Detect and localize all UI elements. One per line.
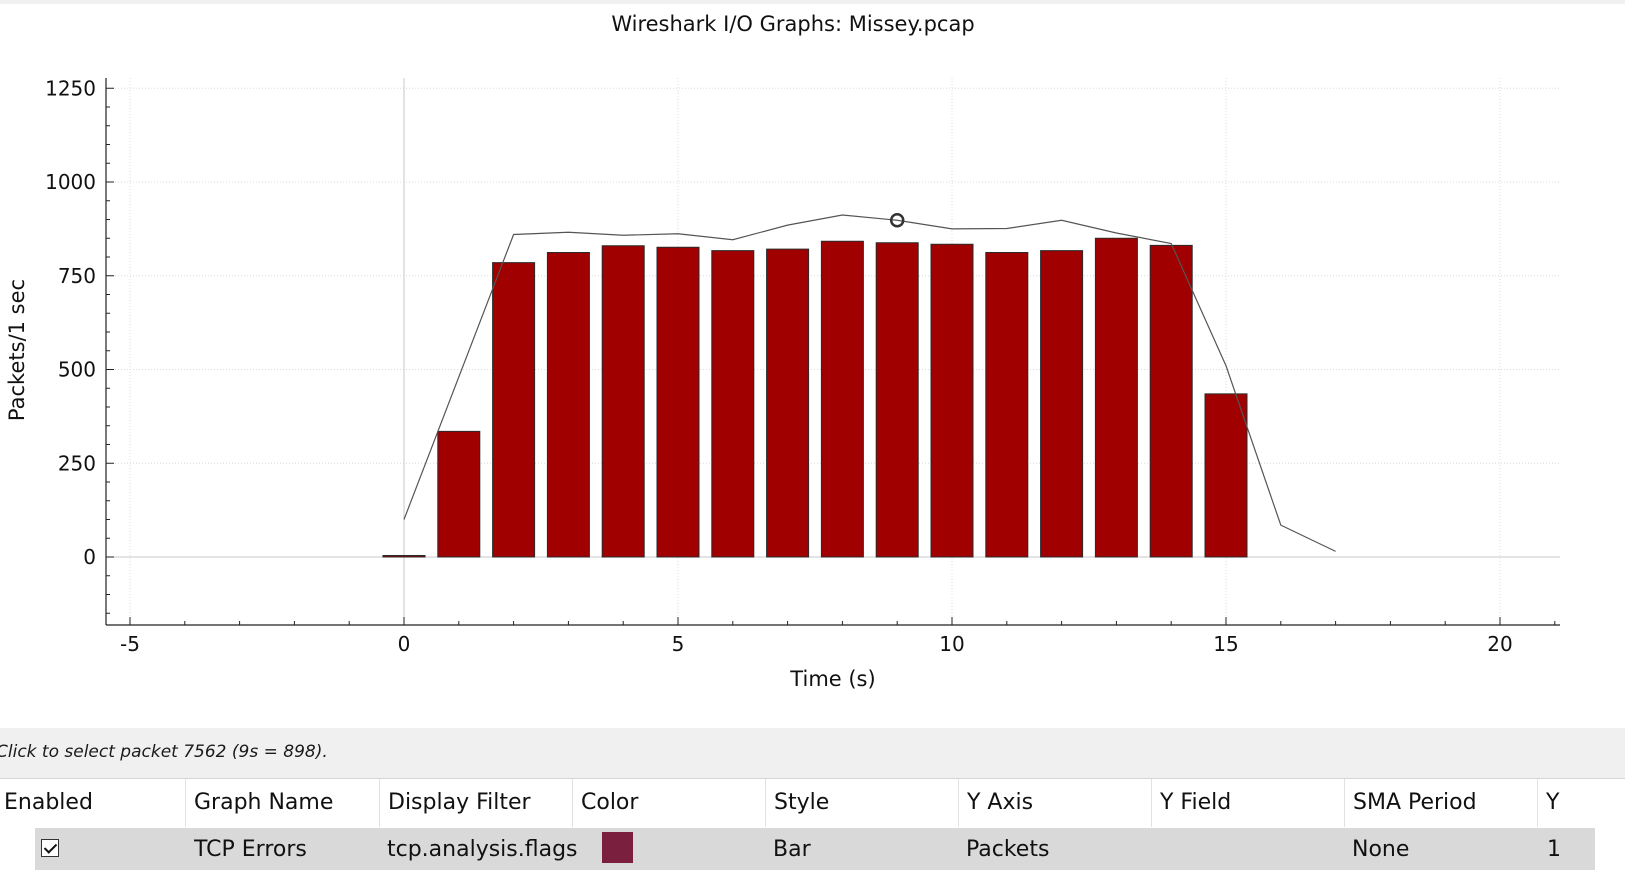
window-top-strip bbox=[0, 0, 1625, 4]
y-tick-label: 1250 bbox=[45, 76, 96, 100]
column-display-filter[interactable]: Display Filter bbox=[380, 779, 573, 827]
bar bbox=[766, 248, 810, 558]
y-tick-label: 0 bbox=[83, 545, 96, 569]
x-tick-label: -5 bbox=[120, 632, 140, 656]
x-tick-label: 10 bbox=[939, 632, 964, 656]
y-tick-label: 750 bbox=[58, 264, 96, 288]
status-text: Click to select packet 7562 (9s = 898). bbox=[0, 742, 328, 762]
sma-period-cell[interactable]: None bbox=[1352, 837, 1410, 862]
bar bbox=[875, 242, 919, 558]
table-header: Enabled Graph Name Display Filter Color … bbox=[0, 778, 1625, 827]
bar bbox=[820, 240, 864, 558]
y-tick-label: 250 bbox=[58, 451, 96, 475]
column-style[interactable]: Style bbox=[766, 779, 959, 827]
column-y-field[interactable]: Y Field bbox=[1152, 779, 1345, 827]
x-tick-label: 5 bbox=[672, 632, 685, 656]
selected-point-marker bbox=[889, 213, 905, 228]
bar bbox=[930, 243, 974, 558]
enabled-checkbox[interactable] bbox=[41, 839, 59, 857]
x-axis-label: Time (s) bbox=[789, 667, 875, 691]
bar bbox=[985, 252, 1029, 558]
column-graph-name[interactable]: Graph Name bbox=[186, 779, 380, 827]
column-y[interactable]: Y bbox=[1546, 790, 1560, 815]
io-graph-chart[interactable]: Wireshark I/O Graphs: Missey.pcap Packet… bbox=[0, 0, 1625, 728]
display-filter-cell[interactable]: tcp.analysis.flags bbox=[387, 837, 578, 862]
graph-table[interactable]: Enabled Graph Name Display Filter Color … bbox=[0, 778, 1625, 870]
x-tick-label: 20 bbox=[1487, 632, 1512, 656]
bar bbox=[1204, 393, 1248, 558]
x-tick-label: 0 bbox=[398, 632, 411, 656]
bar bbox=[1094, 237, 1138, 558]
y-tick-label: 1000 bbox=[45, 170, 96, 194]
bar bbox=[546, 252, 590, 558]
bar bbox=[656, 246, 700, 558]
x-tick-label: 15 bbox=[1213, 632, 1238, 656]
column-enabled[interactable]: Enabled bbox=[0, 779, 186, 827]
bar bbox=[601, 245, 645, 558]
bar bbox=[711, 250, 755, 558]
color-swatch[interactable] bbox=[602, 832, 633, 863]
bar bbox=[382, 555, 426, 558]
style-cell[interactable]: Bar bbox=[773, 837, 811, 862]
y-cell[interactable]: 1 bbox=[1547, 837, 1561, 862]
bar bbox=[1149, 244, 1193, 558]
line-series bbox=[403, 214, 1336, 552]
bar bbox=[492, 262, 536, 558]
column-y-axis[interactable]: Y Axis bbox=[959, 779, 1152, 827]
y-tick-label: 500 bbox=[58, 358, 96, 382]
chart-title: Wireshark I/O Graphs: Missey.pcap bbox=[611, 12, 974, 36]
table-row[interactable]: TCP Errors tcp.analysis.flags Bar Packet… bbox=[35, 828, 1595, 870]
bar bbox=[437, 430, 481, 558]
y-axis-cell[interactable]: Packets bbox=[966, 837, 1050, 862]
status-bar: Click to select packet 7562 (9s = 898). bbox=[0, 728, 1625, 778]
bar bbox=[1040, 250, 1084, 558]
column-color[interactable]: Color bbox=[573, 779, 766, 827]
column-sma-period[interactable]: SMA Period bbox=[1345, 779, 1538, 827]
y-axis-label: Packets/1 sec bbox=[5, 279, 29, 421]
graph-name-cell[interactable]: TCP Errors bbox=[194, 837, 307, 862]
